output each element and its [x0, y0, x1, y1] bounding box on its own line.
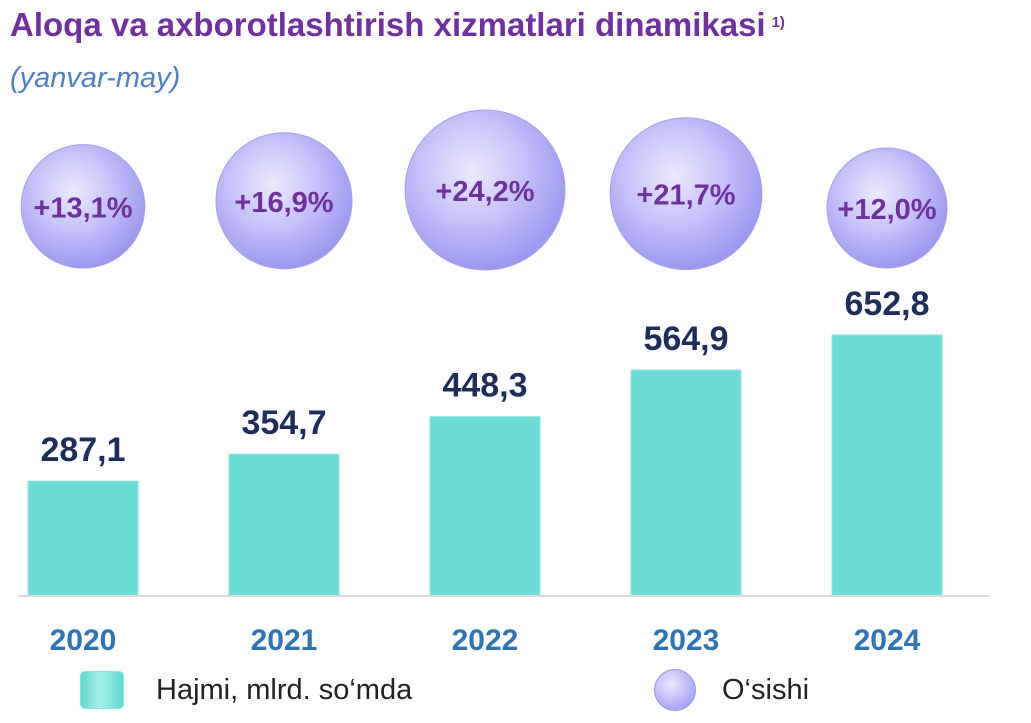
growth-label-2021: +16,9% [234, 187, 333, 219]
legend-circle-swatch [654, 669, 696, 711]
chart-title: Aloqa va axborotlashtirish xizmatlari di… [10, 6, 785, 44]
growth-circle-2023 [609, 117, 763, 271]
year-labels: 2020 2021 2022 2023 2024 [50, 624, 921, 657]
bar-2023 [630, 369, 742, 597]
bar-2024 [831, 334, 943, 597]
title-footnote: 1) [771, 14, 785, 31]
chart-title-text: Aloqa va axborotlashtirish xizmatlari di… [10, 6, 766, 43]
growth-circle-2020 [20, 144, 146, 269]
legend-volume-label: Hajmi, mlrd. so‘mda [156, 673, 413, 706]
growth-circle-2024 [826, 147, 948, 269]
year-label-2023: 2023 [653, 624, 720, 657]
legend-bar-swatch [80, 671, 124, 709]
value-label-2024: 652,8 [844, 285, 929, 323]
growth-label-2023: +21,7% [636, 180, 735, 212]
value-label-2022: 448,3 [442, 367, 527, 405]
growth-label-2020: +13,1% [33, 192, 132, 224]
growth-circles: +13,1% +16,9% +24,2% +21,7% +12,0% [20, 109, 948, 271]
value-label-2023: 564,9 [643, 320, 728, 358]
value-label-2020: 287,1 [40, 431, 125, 469]
bar-2022 [429, 416, 541, 597]
growth-circle-2022 [404, 109, 566, 271]
growth-label-2022: +24,2% [435, 176, 534, 208]
growth-circle-2021 [215, 132, 353, 270]
legend-growth: O‘sishi [654, 668, 809, 712]
bars [27, 334, 943, 597]
year-label-2022: 2022 [452, 624, 519, 657]
bar-2021 [228, 453, 340, 597]
growth-label-2024: +12,0% [837, 194, 936, 226]
legend-growth-label: O‘sishi [722, 673, 810, 706]
year-label-2020: 2020 [50, 624, 117, 657]
value-labels: 287,1 354,7 448,3 564,9 652,8 [40, 285, 929, 469]
year-label-2024: 2024 [854, 624, 921, 657]
value-label-2021: 354,7 [241, 404, 326, 442]
legend-volume: Hajmi, mlrd. so‘mda [80, 668, 412, 712]
chart-subtitle: (yanvar-may) [10, 62, 181, 94]
year-label-2021: 2021 [251, 624, 318, 657]
bar-2020 [27, 480, 139, 597]
